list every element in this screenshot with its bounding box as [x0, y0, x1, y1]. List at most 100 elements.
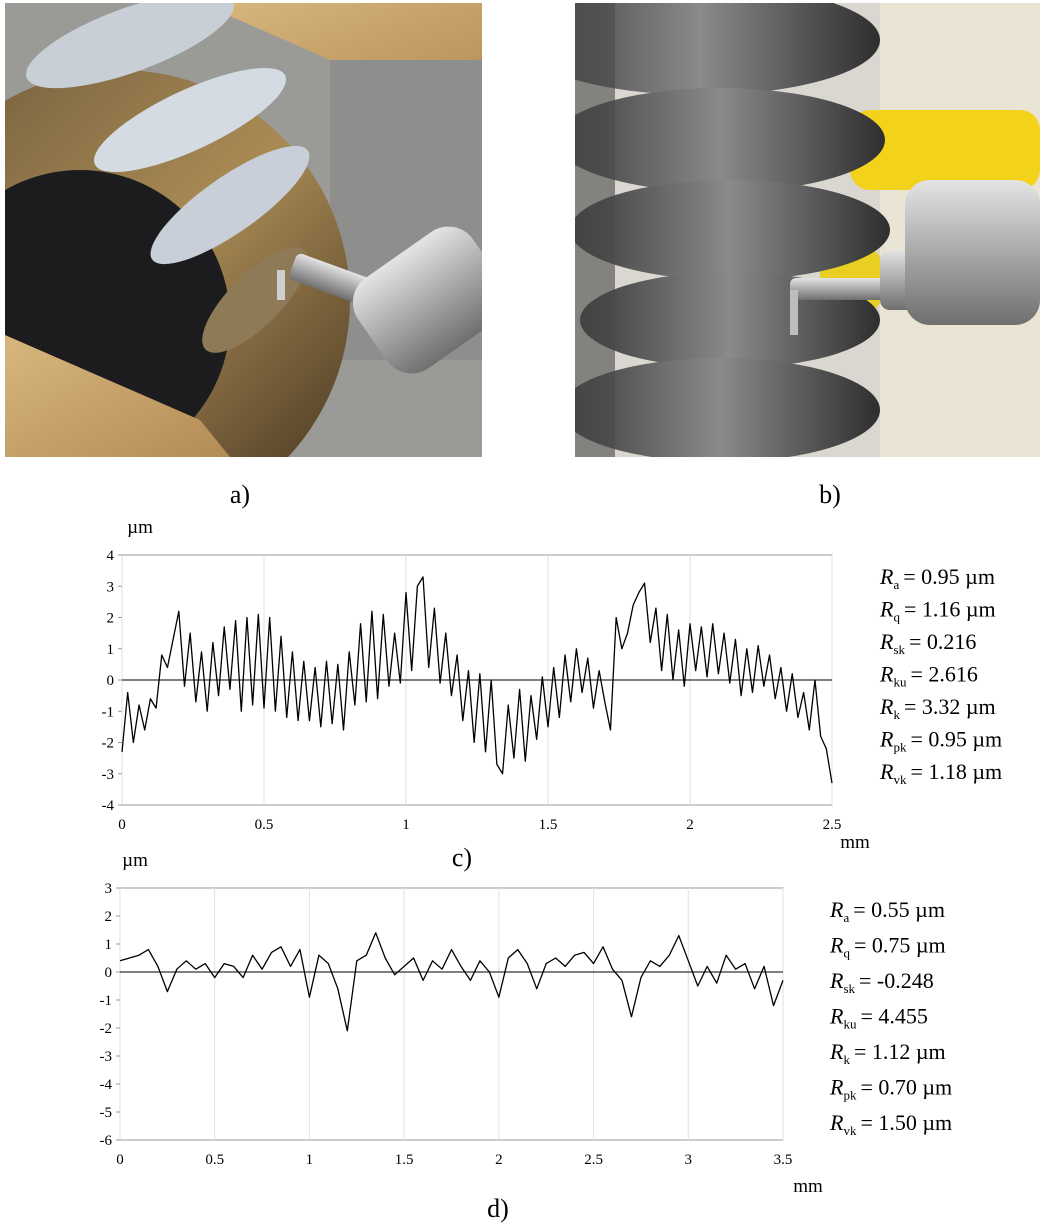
parameter-value: = 4.455: [860, 1004, 927, 1029]
parameter-symbol: R: [879, 629, 894, 654]
roughness-parameter: Rpk = 0.95 µm: [879, 727, 1002, 755]
parameter-symbol: R: [829, 1075, 844, 1100]
roughness-parameter: Rvk = 1.50 µm: [829, 1110, 952, 1138]
parameter-symbol: R: [829, 1004, 844, 1029]
y-tick-label: -6: [100, 1133, 113, 1149]
y-tick-label: 2: [105, 909, 113, 925]
parameter-symbol: R: [829, 968, 844, 993]
y-axis-unit: µm: [127, 517, 153, 538]
profile-line: [121, 576, 833, 784]
parameter-symbol: R: [879, 694, 894, 719]
y-tick-label: 0: [105, 965, 113, 981]
roughness-parameter: Rvk = 1.18 µm: [879, 759, 1002, 787]
roughness-parameter: Rsk = 0.216: [879, 629, 976, 657]
y-tick-label: 0: [107, 673, 115, 689]
y-tick-label: 1: [105, 937, 113, 953]
x-tick-label: 1.5: [395, 1152, 414, 1168]
plot-area: [119, 887, 784, 1141]
parameter-subscript: q: [843, 946, 850, 961]
photo-caption: b): [819, 480, 841, 509]
parameter-value: = 0.75 µm: [854, 933, 946, 958]
profile-line: [119, 932, 784, 1032]
roughness-parameter: Rq = 1.16 µm: [879, 597, 996, 625]
parameter-subscript: vk: [893, 772, 907, 787]
parameter-value: = 0.216: [909, 629, 976, 654]
parameter-value: = -0.248: [859, 968, 934, 993]
y-tick-label: -4: [100, 1077, 113, 1093]
parameter-subscript: pk: [893, 740, 907, 755]
x-tick-label: 2: [495, 1152, 503, 1168]
y-axis-unit: µm: [122, 850, 148, 871]
parameter-subscript: k: [843, 1052, 850, 1067]
parameter-value: = 1.18 µm: [910, 759, 1002, 784]
parameter-value: = 1.16 µm: [904, 597, 996, 622]
parameter-subscript: a: [843, 910, 849, 925]
x-tick-label: 2.5: [584, 1152, 603, 1168]
parameter-value: = 0.55 µm: [853, 897, 945, 922]
y-tick-label: -1: [100, 993, 113, 1009]
parameter-value: = 1.12 µm: [854, 1039, 946, 1064]
parameter-subscript: ku: [893, 675, 907, 690]
parameter-symbol: R: [879, 759, 894, 784]
roughness-parameter: Rq = 0.75 µm: [829, 933, 946, 961]
parameter-symbol: R: [829, 1110, 844, 1135]
x-axis-unit: mm: [840, 832, 870, 853]
parameter-symbol: R: [879, 564, 894, 589]
x-tick-label: 0.5: [255, 817, 274, 833]
roughness-parameter: Rk = 1.12 µm: [829, 1039, 946, 1067]
parameter-symbol: R: [879, 597, 894, 622]
parameter-subscript: sk: [893, 642, 905, 657]
x-tick-label: 1.5: [539, 817, 558, 833]
x-axis-unit: mm: [793, 1176, 823, 1197]
x-tick-label: 0.5: [205, 1152, 224, 1168]
y-tick-label: -5: [100, 1105, 113, 1121]
photo-b: [575, 3, 1040, 457]
x-tick-label: 1: [402, 817, 410, 833]
parameter-symbol: R: [879, 662, 894, 687]
parameter-value: = 0.95 µm: [903, 564, 995, 589]
y-tick-label: -2: [102, 736, 115, 752]
y-tick-label: -3: [102, 767, 115, 783]
parameter-value: = 1.50 µm: [860, 1110, 952, 1135]
x-tick-label: 2: [686, 817, 694, 833]
y-tick-label: 1: [107, 642, 115, 658]
y-tick-label: -4: [102, 798, 115, 814]
chart-caption: c): [452, 843, 472, 872]
parameter-subscript: ku: [843, 1017, 857, 1032]
parameter-symbol: R: [829, 933, 844, 958]
roughness-parameter: Ra = 0.95 µm: [879, 564, 995, 592]
parameter-symbol: R: [879, 727, 894, 752]
y-tick-label: 3: [105, 881, 113, 897]
y-tick-label: 4: [107, 548, 115, 564]
y-tick-label: 3: [107, 579, 115, 595]
parameter-value: = 2.616: [910, 662, 977, 687]
chart-caption: d): [487, 1194, 509, 1223]
x-tick-label: 2.5: [823, 817, 842, 833]
x-tick-label: 3.5: [774, 1152, 793, 1168]
roughness-parameter: Rk = 3.32 µm: [879, 694, 996, 722]
y-tick-label: -1: [102, 704, 115, 720]
parameter-symbol: R: [829, 1039, 844, 1064]
parameter-value: = 0.70 µm: [860, 1075, 952, 1100]
roughness-parameter: Rku = 4.455: [829, 1004, 928, 1032]
x-tick-label: 0: [116, 1152, 124, 1168]
photo-caption: a): [230, 480, 250, 509]
photo-a: [5, 3, 482, 457]
y-tick-label: -2: [100, 1021, 113, 1037]
y-tick-label: 2: [107, 611, 115, 627]
parameter-subscript: q: [893, 610, 900, 625]
parameter-subscript: a: [893, 577, 899, 592]
roughness-parameter: Ra = 0.55 µm: [829, 897, 945, 925]
parameter-value: = 3.32 µm: [904, 694, 996, 719]
parameter-subscript: k: [893, 707, 900, 722]
parameter-symbol: R: [829, 897, 844, 922]
parameter-subscript: sk: [843, 981, 855, 996]
y-tick-label: -3: [100, 1049, 113, 1065]
roughness-parameter: Rku = 2.616: [879, 662, 978, 690]
x-tick-label: 3: [685, 1152, 693, 1168]
parameter-subscript: pk: [843, 1088, 857, 1103]
parameter-value: = 0.95 µm: [910, 727, 1002, 752]
x-tick-label: 1: [306, 1152, 314, 1168]
